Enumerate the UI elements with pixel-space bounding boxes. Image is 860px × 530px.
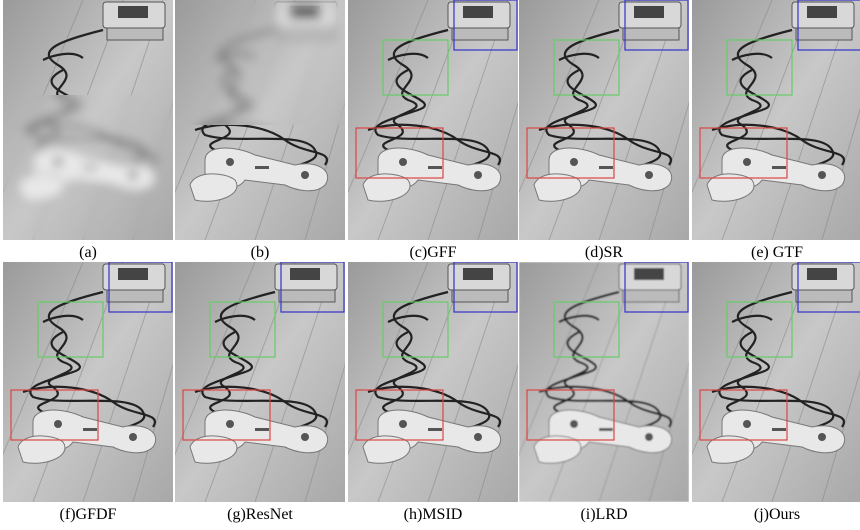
image	[672, 0, 860, 240]
image	[672, 262, 860, 502]
image	[155, 0, 375, 240]
caption: (h)MSID	[404, 506, 463, 523]
image-panel: (e) GTF	[672, 0, 860, 261]
image-panel: (g)ResNet	[155, 262, 375, 523]
scene	[328, 0, 548, 240]
scene	[672, 0, 860, 240]
image	[328, 262, 548, 502]
image	[328, 0, 548, 240]
image-panel: (b)	[155, 0, 375, 261]
scene	[672, 262, 860, 502]
caption: (g)ResNet	[227, 506, 293, 523]
image-panel: (a)	[0, 0, 203, 261]
caption: (e) GTF	[751, 244, 803, 261]
image	[499, 0, 719, 240]
scene	[328, 262, 548, 502]
caption: (c)GFF	[409, 244, 456, 261]
image-panel: (f)GFDF	[0, 262, 203, 523]
caption: (b)	[251, 244, 270, 261]
image	[155, 262, 375, 502]
caption: (a)	[79, 244, 97, 261]
image-panel: (j)Ours	[672, 262, 860, 523]
caption: (j)Ours	[754, 506, 800, 523]
figure: (a) (b) (c)GFF (d)SR (e) GTF (f)GFDF (g)ResNet…	[0, 0, 860, 530]
caption: (i)LRD	[580, 506, 627, 523]
image	[0, 0, 203, 240]
image-panel: (i)LRD	[499, 262, 719, 523]
image-panel: (c)GFF	[328, 0, 548, 261]
image-panel: (h)MSID	[328, 262, 548, 523]
scene	[155, 262, 375, 502]
scene	[499, 262, 719, 502]
caption: (f)GFDF	[60, 506, 117, 523]
image-panel: (d)SR	[499, 0, 719, 261]
image	[499, 262, 719, 502]
image	[0, 262, 203, 502]
scene	[499, 0, 719, 240]
caption: (d)SR	[585, 244, 624, 261]
